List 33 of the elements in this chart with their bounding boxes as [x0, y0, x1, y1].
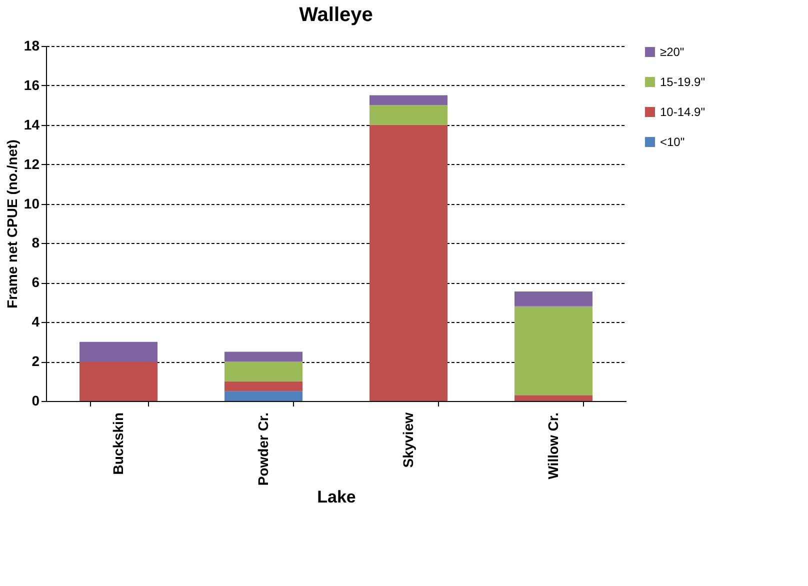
- bar: [224, 362, 302, 382]
- y-tick-label: 10: [24, 195, 40, 212]
- bar: [370, 124, 448, 401]
- bar: [514, 306, 592, 396]
- x-tick-label: Skyview: [400, 412, 416, 468]
- y-tick-label: 4: [32, 314, 40, 330]
- chart-title: Walleye: [299, 4, 373, 26]
- bar: [514, 292, 592, 306]
- bar: [370, 105, 448, 125]
- x-tick-label: Powder Cr.: [255, 412, 271, 486]
- bar: [370, 95, 448, 106]
- y-tick-label: 0: [32, 392, 40, 408]
- bar: [80, 362, 158, 401]
- y-tick-label: 8: [32, 234, 40, 251]
- legend-label: <10": [660, 135, 685, 149]
- bar: [80, 342, 158, 362]
- y-tick-label: 14: [24, 116, 40, 132]
- legend-label: 10-14.9": [660, 105, 705, 119]
- bar: [224, 352, 302, 362]
- y-tick-label: 16: [24, 76, 40, 93]
- y-tick-label: 2: [32, 353, 40, 370]
- bar: [224, 391, 302, 401]
- y-tick-label: 6: [32, 274, 40, 290]
- y-axis-title: Frame net CPUE (no./net): [4, 140, 20, 308]
- x-tick-label: Willow Cr.: [545, 412, 561, 480]
- bar: [224, 381, 302, 392]
- y-tick-label: 12: [24, 156, 40, 172]
- legend-label: ≥20": [660, 45, 684, 59]
- legend-label: 15-19.9": [660, 75, 705, 89]
- y-tick-label: 18: [24, 38, 40, 54]
- bar: [514, 395, 592, 401]
- x-tick-label: Buckskin: [110, 412, 126, 475]
- x-axis-title: Lake: [317, 488, 356, 507]
